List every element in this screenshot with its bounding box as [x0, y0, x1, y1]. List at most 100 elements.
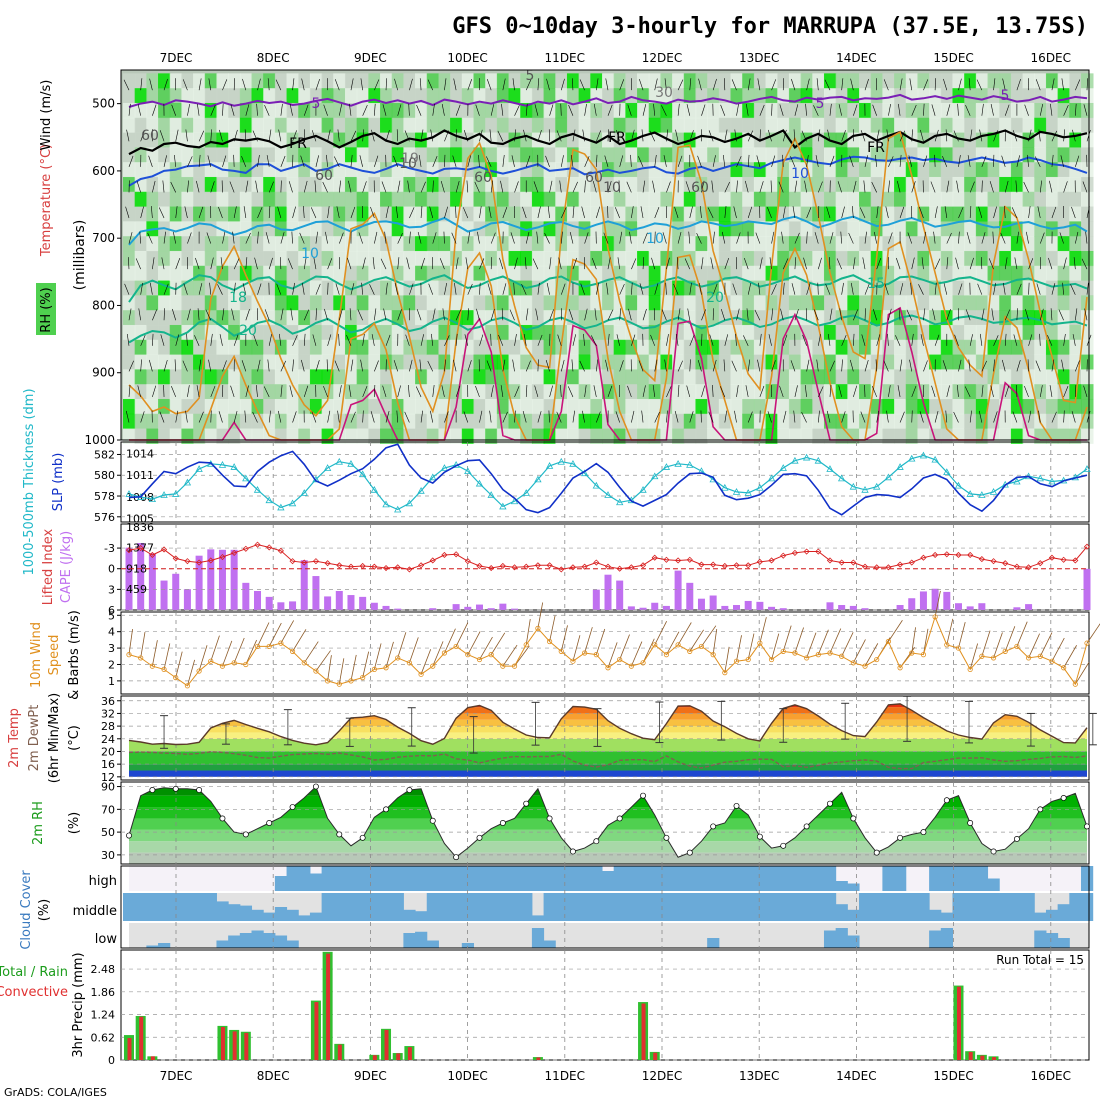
rh-cell — [882, 118, 895, 133]
rh-cell — [999, 236, 1012, 251]
rh-cell — [637, 207, 650, 222]
rh-point — [874, 850, 879, 855]
rh-cell — [847, 369, 860, 384]
rh-cell — [625, 384, 638, 399]
wind-axis-label: Wind (m/s) — [39, 80, 54, 151]
rh-cell — [567, 118, 580, 133]
precip-convective-bar — [385, 1030, 389, 1060]
cloud-cell-high — [310, 874, 322, 892]
cape-bar — [756, 602, 763, 610]
cape-bar — [698, 599, 705, 610]
pressure-tick-label: 700 — [92, 231, 115, 245]
rh-cell — [859, 325, 872, 340]
rh-cell — [812, 355, 825, 370]
rh-cell — [532, 399, 545, 414]
rh-cell — [625, 207, 638, 222]
rh-cell — [170, 369, 183, 384]
rh-cell — [485, 147, 498, 162]
rh-point — [944, 798, 949, 803]
rh-cell — [146, 355, 159, 370]
lifted-tick-label: 0 — [108, 563, 115, 576]
rh-cell — [392, 192, 405, 207]
rh-cell — [649, 251, 662, 266]
rh-cell — [473, 369, 486, 384]
rh-cell — [742, 325, 755, 340]
cloud-cell-middle — [649, 893, 661, 921]
rh-cell — [263, 103, 276, 118]
contour-label: 60 — [691, 180, 709, 196]
rh-cell — [228, 88, 241, 103]
rh-cell — [368, 251, 381, 266]
precip-convective-bar — [957, 987, 961, 1060]
rh-cell — [952, 295, 965, 310]
rh-cell — [976, 162, 989, 177]
rh-cell — [509, 355, 522, 370]
rh-point — [383, 807, 388, 812]
rh-cell — [193, 251, 206, 266]
cloud-cell-middle — [216, 901, 228, 921]
cape-bar — [721, 606, 728, 610]
rh-cell — [754, 177, 767, 192]
rh-cell — [462, 399, 475, 414]
rh-cell — [509, 369, 522, 384]
cape-bar — [277, 602, 284, 610]
rh-cell — [952, 147, 965, 162]
rh-cell — [625, 236, 638, 251]
rh-cell — [310, 295, 323, 310]
cloud-cell-high — [695, 866, 707, 891]
rh-cell — [322, 236, 335, 251]
rh-cell — [310, 384, 323, 399]
rh-cell — [123, 207, 136, 222]
rh-cell — [438, 177, 451, 192]
rh-cell — [614, 73, 627, 88]
cloud-cell-middle — [509, 893, 521, 921]
rh-cell — [801, 384, 814, 399]
rh-cell — [882, 207, 895, 222]
rh-cell — [415, 177, 428, 192]
rh-band — [121, 830, 1089, 841]
rh-cell — [1081, 384, 1094, 399]
rh-cell — [532, 147, 545, 162]
precip-convective-bar — [221, 1027, 225, 1060]
cloud-cell-middle — [123, 893, 135, 921]
cloud-cell-middle — [777, 893, 789, 921]
rh-point — [1038, 807, 1043, 812]
rh-cell — [252, 369, 265, 384]
rh-cell — [672, 73, 685, 88]
rh-cell — [544, 281, 557, 296]
rh-cell — [1023, 399, 1036, 414]
cape-tick-label: 459 — [126, 583, 147, 596]
rh-cell — [941, 384, 954, 399]
rh-cell — [450, 384, 463, 399]
cloud-cell-middle — [999, 893, 1011, 921]
rh-cell — [836, 236, 849, 251]
rh-cell — [146, 369, 159, 384]
rh-cell — [731, 73, 744, 88]
rh-cell — [193, 207, 206, 222]
cloud-cell-high — [415, 866, 427, 891]
rh-cell — [450, 162, 463, 177]
cloud-cell-high — [590, 866, 602, 891]
rh-cell — [917, 281, 930, 296]
rh-cell — [766, 88, 779, 103]
rh-cell — [427, 162, 440, 177]
rh-cell — [812, 177, 825, 192]
rh-cell — [660, 340, 673, 355]
cloud-cell-low — [275, 936, 287, 949]
rh-cell — [859, 103, 872, 118]
rh-cell — [871, 73, 884, 88]
rh-cell — [1046, 177, 1059, 192]
rh-cell — [695, 103, 708, 118]
cape-bar — [161, 581, 168, 610]
rh-cell — [287, 399, 300, 414]
rh-cell — [812, 147, 825, 162]
cloud-cell-low — [532, 928, 544, 948]
rh-cell — [216, 177, 229, 192]
rh-cell — [976, 103, 989, 118]
rh-point — [991, 849, 996, 854]
rh-cell — [333, 118, 346, 133]
rh-cell — [964, 177, 977, 192]
temp-axis-label-4: (°C) — [67, 725, 82, 751]
rh-cell — [158, 118, 171, 133]
rh-cell — [158, 192, 171, 207]
